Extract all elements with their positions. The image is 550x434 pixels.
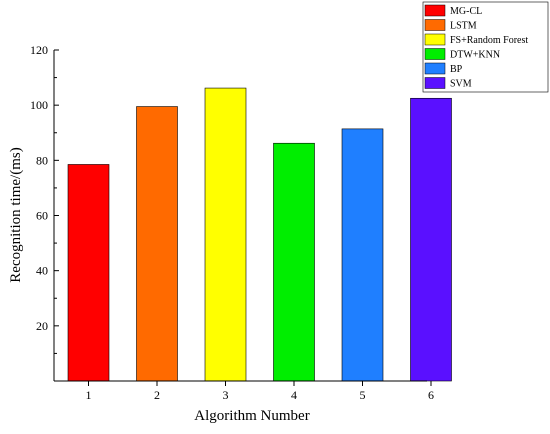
- y-tick-label: 60: [36, 209, 48, 223]
- y-ticks-group: 20 40 60 80 100 120: [30, 43, 59, 354]
- bar-1: [67, 164, 110, 382]
- legend-swatch: [424, 4, 446, 17]
- legend-box: [422, 1, 549, 93]
- legend-swatch: [424, 77, 446, 89]
- x-tick-label: 4: [291, 388, 297, 402]
- x-tick-label: 6: [428, 388, 434, 402]
- x-axis-title: Algorithm Number: [194, 408, 309, 424]
- x-ticks-group: 1 2 3 4 5 6: [86, 381, 434, 402]
- legend-swatch: [424, 33, 446, 46]
- legend-label: BP: [450, 64, 463, 75]
- legend-label: FS+Random Forest: [450, 35, 528, 46]
- legend: MG-CL LSTM FS+Random Forest DTW+KNN BP SVM: [422, 1, 549, 93]
- legend-label: DTW+KNN: [450, 50, 500, 61]
- legend-swatch: [424, 48, 446, 60]
- bar-2: [136, 106, 178, 382]
- x-tick-label: 5: [360, 388, 366, 402]
- y-tick-label: 20: [36, 319, 48, 333]
- y-tick-label: 120: [30, 43, 48, 57]
- legend-swatch: [424, 62, 446, 75]
- bar-3: [204, 87, 247, 382]
- legend-label: MG-CL: [450, 6, 482, 17]
- legend-label: LSTM: [450, 21, 477, 32]
- y-tick-label: 80: [36, 153, 48, 167]
- bar-6: [410, 97, 452, 382]
- legend-swatch: [424, 19, 446, 31]
- bar-5: [341, 128, 384, 382]
- x-tick-label: 3: [223, 388, 229, 402]
- y-axis-title: Recognition time/(ms): [8, 147, 24, 282]
- legend-label: SVM: [450, 79, 472, 90]
- y-tick-label: 40: [36, 264, 48, 278]
- x-tick-label: 2: [154, 388, 160, 402]
- bar-4: [273, 142, 315, 382]
- bars-group: [67, 87, 452, 382]
- y-tick-label: 100: [30, 98, 48, 112]
- x-tick-label: 1: [86, 388, 92, 402]
